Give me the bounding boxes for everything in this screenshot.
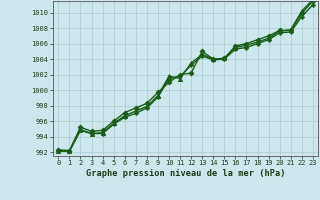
X-axis label: Graphe pression niveau de la mer (hPa): Graphe pression niveau de la mer (hPa) [86,169,285,178]
